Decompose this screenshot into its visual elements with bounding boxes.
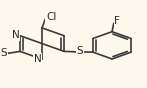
Text: S: S bbox=[1, 48, 7, 58]
Text: S: S bbox=[76, 46, 83, 56]
Text: F: F bbox=[115, 16, 120, 26]
Text: N: N bbox=[34, 54, 41, 64]
Text: Cl: Cl bbox=[46, 12, 56, 22]
Text: N: N bbox=[12, 30, 19, 40]
